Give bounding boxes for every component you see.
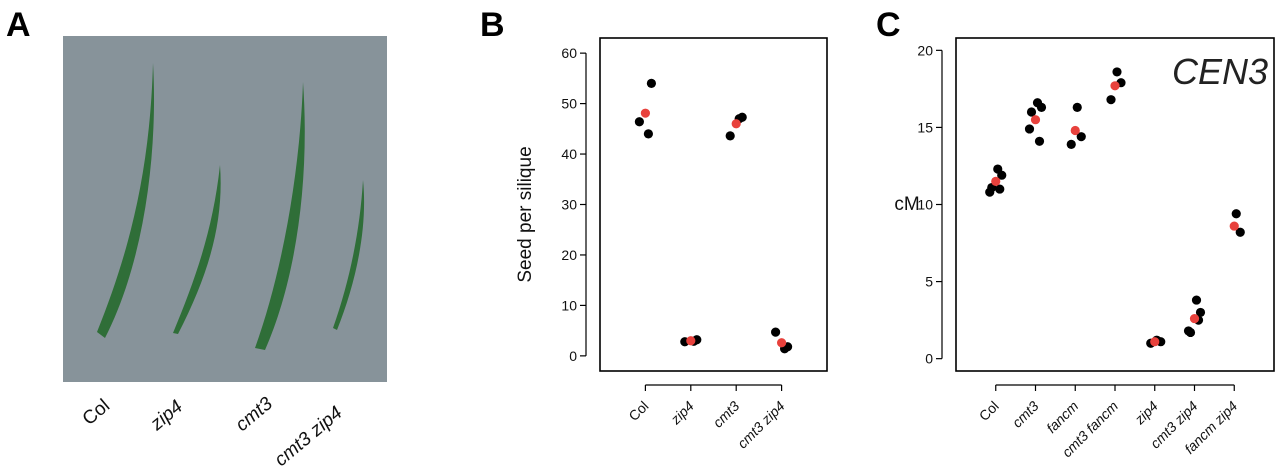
data-point [1066, 139, 1076, 149]
y-tick-label: 15 [917, 119, 933, 135]
mean-point [1110, 81, 1120, 91]
y-tick-label: 20 [917, 42, 933, 58]
mean-point [640, 108, 651, 118]
mean-point [731, 119, 741, 129]
photo-label-zip4: zip4 [146, 396, 187, 435]
y-axis-label: Seed per silique [515, 146, 536, 282]
mean-point [1189, 313, 1200, 324]
mean-point [1150, 337, 1160, 347]
data-point [646, 78, 657, 89]
silique-cmt3-zip4 [333, 180, 365, 330]
mean-point [1070, 125, 1080, 136]
mean-point [1229, 221, 1239, 231]
data-point [1076, 132, 1086, 142]
data-point [997, 170, 1007, 180]
mean-point [1030, 115, 1041, 125]
y-tick-label: 0 [925, 351, 933, 367]
data-point [1195, 307, 1206, 318]
x-tick-label: cmt3 [1009, 398, 1042, 431]
mean-point [777, 338, 787, 348]
panel-label-c: C [876, 6, 901, 44]
data-point [1036, 102, 1047, 112]
photo-label-cmt3: cmt3 [232, 393, 277, 436]
y-tick-label: 50 [561, 96, 577, 112]
photo-label-cmt3-zip4: cmt3 zip4 [271, 402, 347, 470]
y-axis-label: cM [894, 194, 919, 215]
data-point [1026, 107, 1037, 117]
silique-zip4 [173, 165, 221, 334]
data-point [634, 117, 645, 127]
data-point [725, 131, 735, 141]
y-tick-label: 60 [561, 45, 577, 61]
y-tick-label: 10 [917, 197, 933, 213]
x-tick-label: fancm [1043, 398, 1082, 437]
y-tick-label: 0 [569, 348, 577, 364]
data-point [1183, 326, 1194, 336]
y-tick-label: 10 [561, 297, 577, 313]
data-point [995, 184, 1005, 194]
data-point [1024, 124, 1035, 134]
data-point [1112, 67, 1122, 77]
silique-cmt3 [255, 82, 305, 350]
plot-frame [955, 37, 1275, 372]
data-point [643, 129, 654, 139]
silique-photo [63, 36, 387, 382]
data-point [985, 187, 995, 197]
mean-point [991, 176, 1001, 186]
x-tick-label: Col [625, 398, 651, 424]
x-tick-label: Col [976, 398, 1002, 424]
data-point [1235, 227, 1245, 237]
data-point [1072, 102, 1082, 112]
photo-background [63, 36, 387, 382]
photo-label-col: Col [79, 395, 114, 429]
silique-col [97, 63, 155, 338]
data-point [771, 327, 781, 337]
mean-point [686, 336, 696, 346]
x-tick-label: zip4 [1131, 398, 1161, 428]
y-tick-label: 5 [925, 274, 933, 290]
x-tick-label: cmt3 [710, 398, 743, 431]
data-point [1231, 209, 1241, 219]
data-point [1191, 295, 1202, 305]
y-tick-label: 20 [561, 247, 577, 263]
data-point [1034, 136, 1045, 146]
y-tick-label: 40 [561, 146, 577, 162]
panel-label-b: B [480, 6, 505, 44]
x-tick-label: zip4 [667, 398, 697, 428]
chart-annotation: CEN3 [1172, 51, 1268, 92]
plot-frame [599, 37, 828, 372]
data-point [1106, 95, 1116, 105]
y-tick-label: 30 [561, 197, 577, 213]
x-tick-label: cmt3 zip4 [734, 398, 788, 452]
panel-label-a: A [6, 6, 31, 44]
